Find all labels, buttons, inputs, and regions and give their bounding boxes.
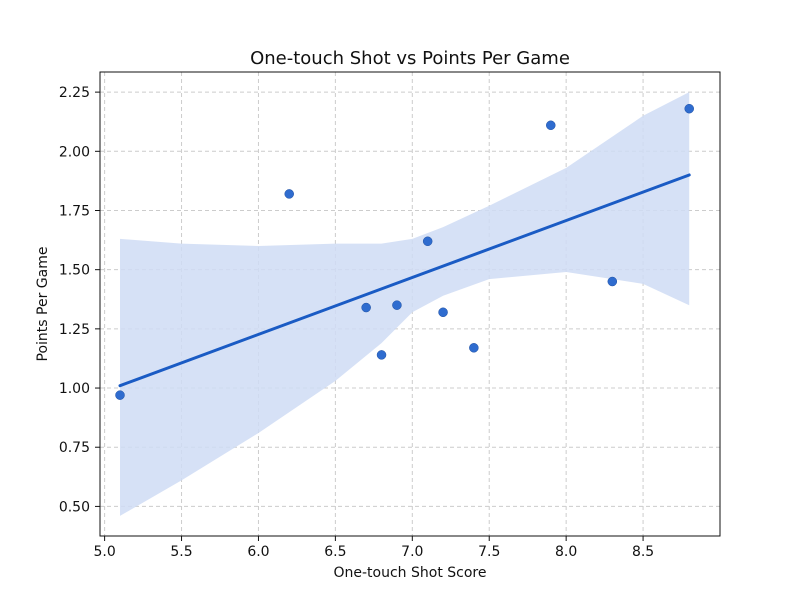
data-point: [392, 300, 402, 310]
x-tick-label: 8.0: [555, 544, 577, 560]
y-axis-label: Points Per Game: [35, 247, 51, 362]
data-point: [284, 189, 294, 199]
data-point: [438, 307, 448, 318]
x-tick-label: 5.5: [170, 544, 192, 560]
y-tick-label: 1.50: [59, 263, 90, 279]
data-point: [684, 103, 694, 114]
y-tick-label: 1.75: [59, 203, 90, 219]
y-tick-label: 0.75: [59, 440, 90, 456]
x-tick-label: 6.0: [247, 544, 269, 560]
chart-title: One-touch Shot vs Points Per Game: [250, 48, 570, 69]
data-point: [361, 302, 371, 313]
y-tick-label: 1.00: [59, 381, 90, 397]
y-tick-label: 1.25: [59, 322, 90, 338]
x-tick-label: 6.5: [324, 544, 346, 560]
x-tick-label: 8.5: [632, 544, 654, 560]
confidence-band: [120, 92, 690, 516]
x-tick-label: 5.0: [93, 544, 115, 560]
data-point: [469, 343, 479, 353]
x-axis-label: One-touch Shot Score: [334, 565, 487, 581]
x-axis-ticks: 5.0 5.5 6.0 6.5 7.0 7.5 8.0 8.5: [93, 536, 654, 560]
data-point: [422, 236, 433, 247]
x-tick-label: 7.0: [401, 544, 423, 560]
data-point: [115, 390, 125, 400]
data-point: [546, 120, 556, 131]
x-tick-label: 7.5: [478, 544, 500, 560]
y-tick-label: 0.50: [59, 499, 90, 515]
regression-line: [118, 173, 691, 388]
y-tick-label: 2.25: [59, 85, 90, 101]
y-tick-label: 2.00: [59, 144, 90, 160]
data-point: [376, 350, 387, 360]
data-points-layer: [115, 103, 694, 400]
regression-line-layer: [118, 173, 691, 388]
data-point: [607, 276, 618, 287]
y-axis-ticks: 0.50 0.75 1.00 1.25 1.50 1.75 2.00 2.25: [59, 85, 100, 515]
confidence-band-layer: [120, 92, 690, 516]
plot-frame: [99, 71, 721, 537]
